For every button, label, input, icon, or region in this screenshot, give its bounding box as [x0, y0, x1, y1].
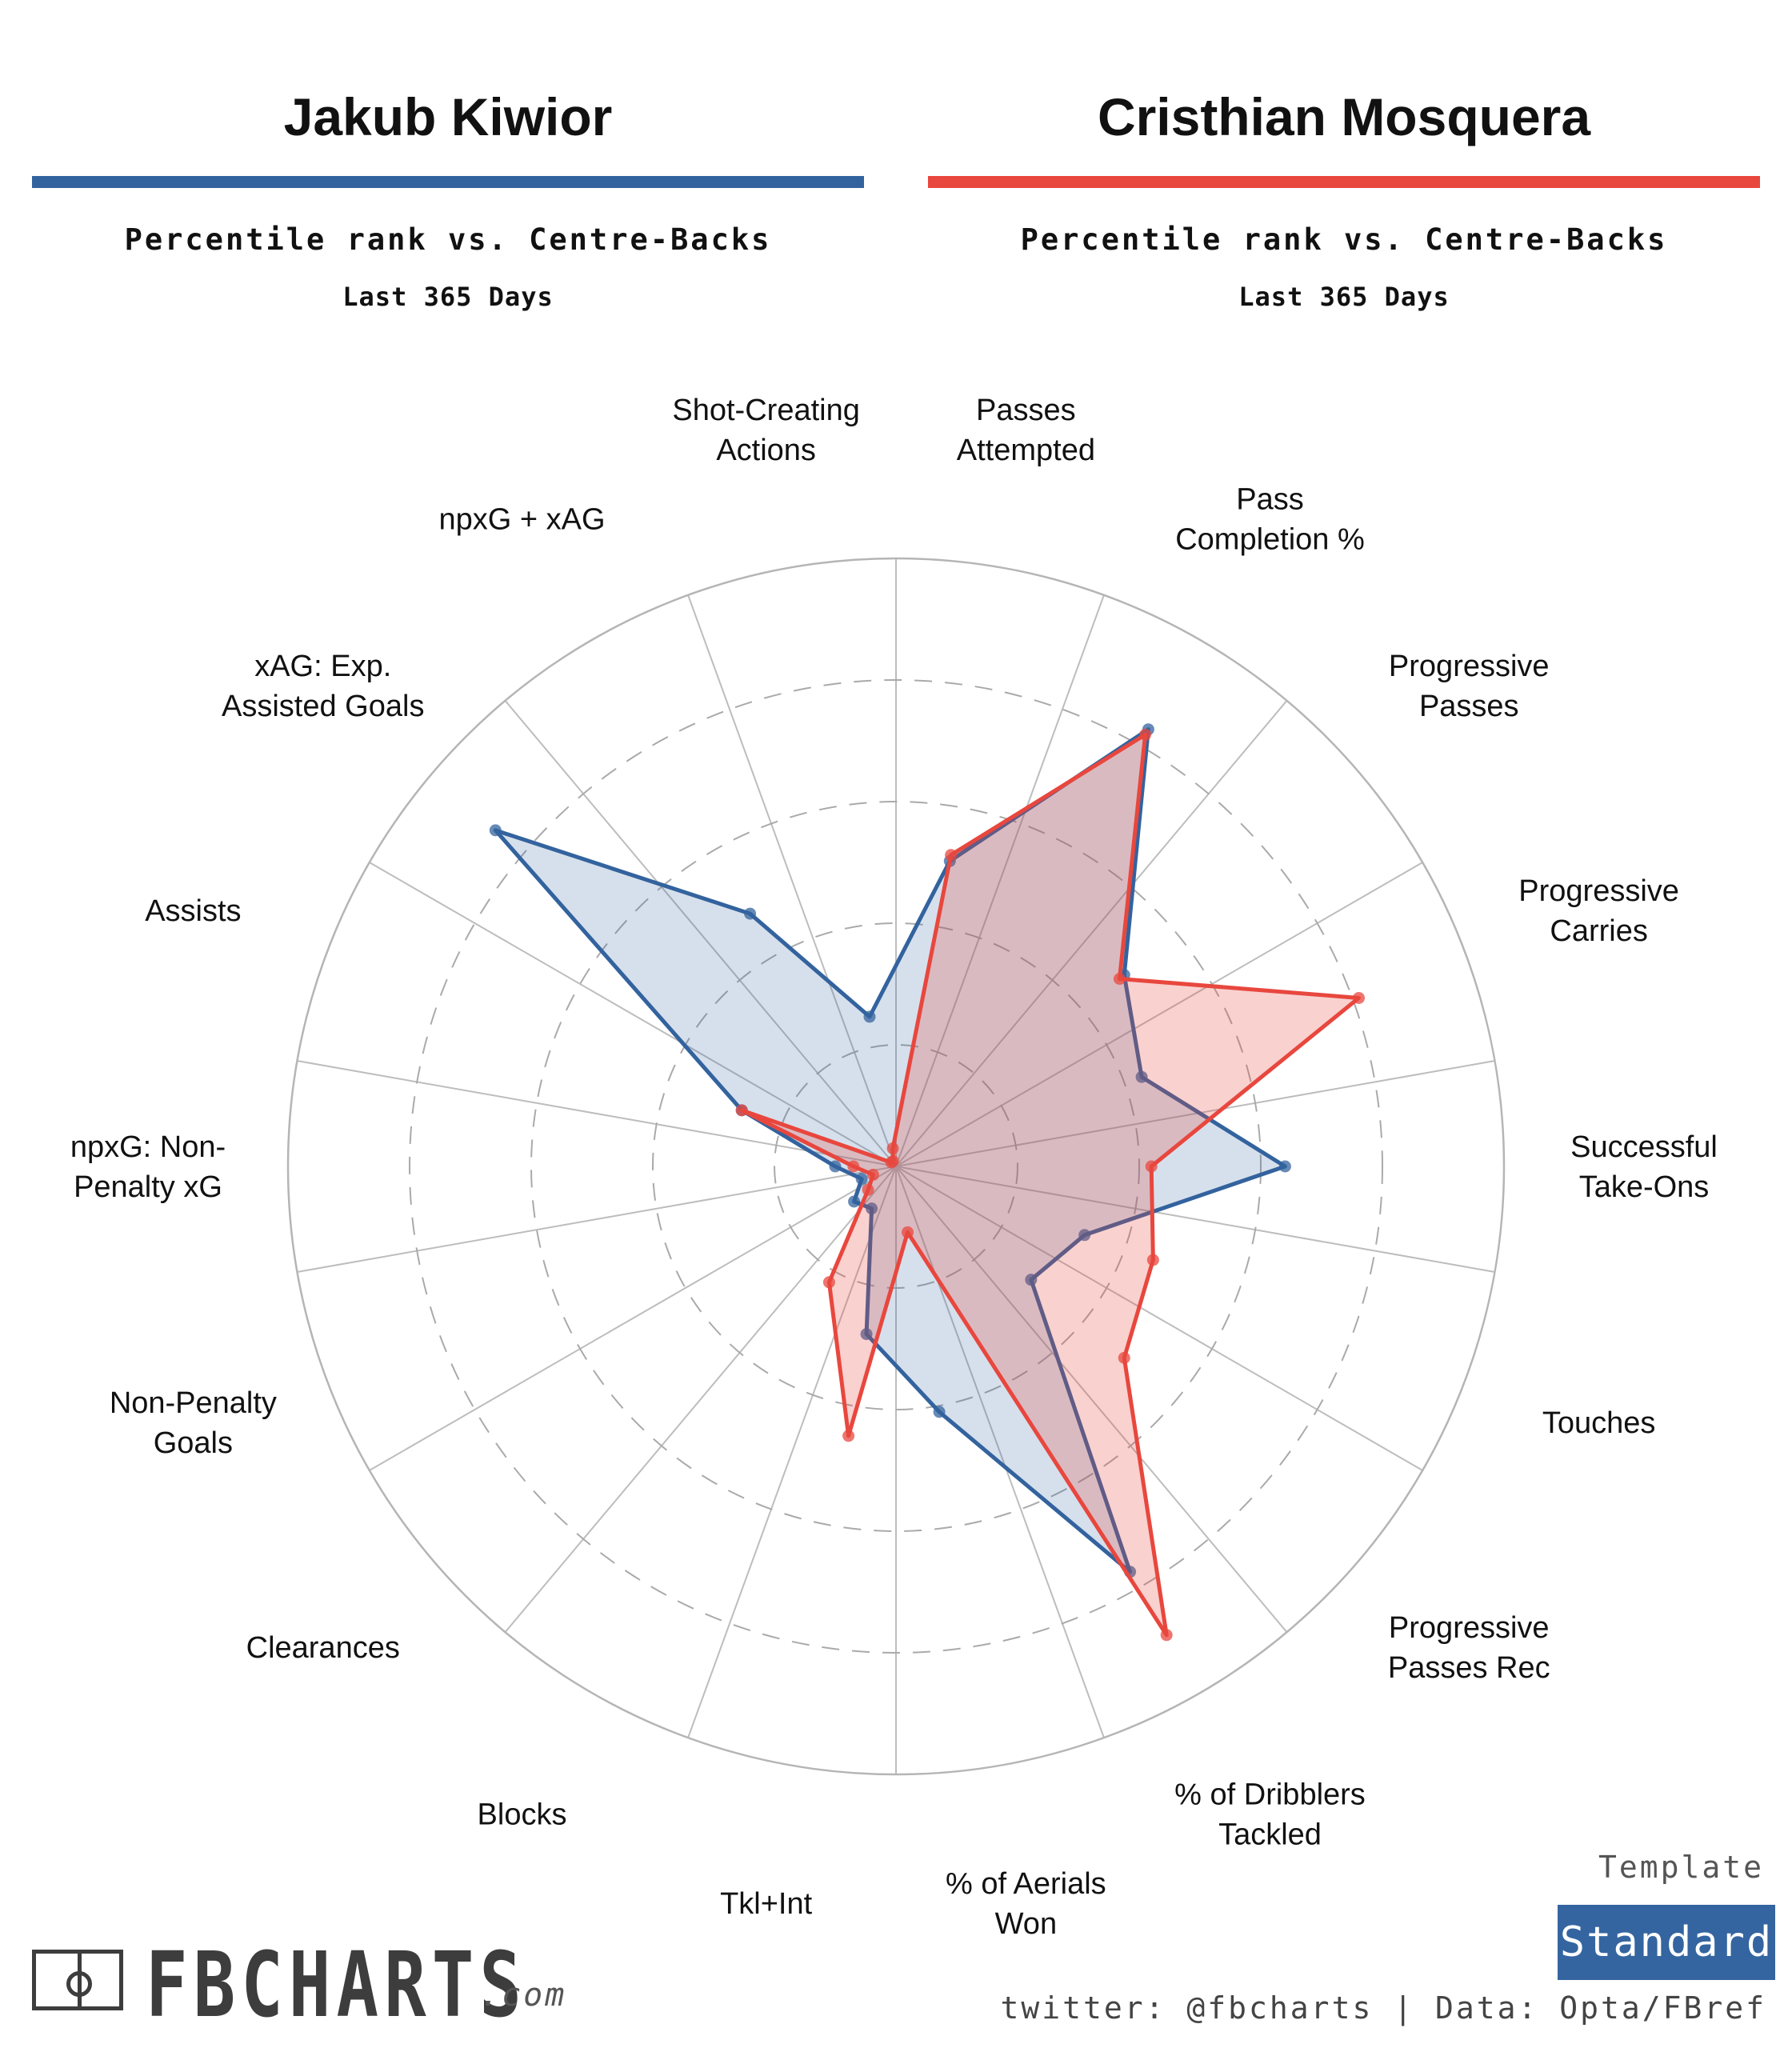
radar-spoke [504, 1166, 897, 1633]
data-point [855, 1173, 868, 1186]
data-point [902, 1226, 914, 1238]
data-point [862, 1183, 874, 1196]
radar-ring [774, 1044, 1018, 1289]
data-point [847, 1160, 860, 1173]
axis-label: xAG: Exp. Assisted Goals [222, 650, 424, 723]
data-point [829, 1160, 842, 1173]
axis-label: Progressive Carries [1518, 874, 1679, 948]
data-point [1118, 1351, 1130, 1364]
radar-spoke [895, 594, 1105, 1167]
axis-label: Progressive Passes [1389, 650, 1550, 723]
radar-spoke [687, 594, 897, 1167]
logo-suffix: .com [480, 1977, 567, 2014]
data-point [1160, 1629, 1173, 1642]
axis-label: Touches [1542, 1406, 1656, 1440]
radar-spoke [369, 862, 897, 1167]
data-point [860, 1328, 873, 1341]
data-point [863, 1010, 876, 1023]
pitch-icon [32, 1950, 123, 2010]
data-point [886, 1154, 899, 1167]
data-point [1113, 973, 1126, 986]
radar-spoke [369, 1166, 897, 1471]
radar-spoke [895, 1166, 1105, 1738]
radar-ring [409, 679, 1383, 1654]
logo-text: FBCHARTS [146, 1934, 527, 2038]
axis-label: Pass Completion % [1175, 482, 1365, 556]
axis-label: Passes Attempted [957, 394, 1095, 467]
radar-spoke [895, 862, 1423, 1167]
data-point [1145, 1160, 1158, 1173]
player-period: Last 365 Days [1238, 282, 1450, 312]
radar-spoke [504, 700, 897, 1167]
data-point [866, 1168, 879, 1181]
radar-spoke [895, 1166, 1423, 1471]
data-point [945, 849, 958, 862]
axis-label: Non-Penalty Goals [110, 1386, 277, 1460]
data-point [735, 1104, 748, 1117]
radar-spoke [297, 1060, 897, 1167]
player-subtitle: Percentile rank vs. Centre-Backs [1020, 222, 1668, 257]
axis-label: % of Dribblers Tackled [1174, 1778, 1366, 1852]
axis-label: npxG + xAG [438, 502, 605, 536]
axis-label: Tkl+Int [720, 1887, 813, 1921]
axis-label: % of Aerials Won [946, 1867, 1106, 1941]
radar-spoke [895, 700, 1288, 1167]
data-point [866, 1202, 878, 1215]
radar-spoke [687, 1166, 897, 1738]
axis-label: Successful Take-Ons [1570, 1130, 1718, 1204]
axis-label: Clearances [246, 1631, 400, 1665]
player-color-bar [32, 176, 864, 188]
data-point [1278, 1160, 1291, 1173]
radar-ring [530, 801, 1262, 1532]
data-point [822, 1276, 835, 1289]
radar-spoke [297, 1166, 897, 1273]
radar-spoke [895, 1166, 1288, 1633]
player-name: Jakub Kiwior [283, 87, 613, 146]
data-point [1078, 1229, 1091, 1242]
player-period: Last 365 Days [342, 282, 554, 312]
data-point [1139, 728, 1152, 741]
data-point [1025, 1274, 1038, 1286]
radar-ring [652, 922, 1140, 1410]
data-point [886, 1142, 899, 1155]
player-subtitle: Percentile rank vs. Centre-Backs [124, 222, 772, 257]
axis-label: Progressive Passes Rec [1388, 1611, 1550, 1685]
fbcharts-logo: FBCHARTS .com [32, 1934, 592, 2038]
data-point [1352, 991, 1365, 1004]
data-point [933, 1406, 946, 1418]
data-point [1135, 1070, 1148, 1083]
radar-spoke [895, 1060, 1495, 1167]
axis-label: npxG: Non-Penalty xG [70, 1130, 226, 1204]
radar-outer-ring [286, 557, 1506, 1776]
data-point [848, 1195, 861, 1208]
template-label: Template [1598, 1850, 1764, 1885]
radar-spoke [895, 1166, 1495, 1273]
credits: twitter: @fbcharts | Data: Opta/FBref [1000, 1990, 1766, 2026]
data-point [842, 1430, 855, 1442]
data-point [489, 824, 502, 837]
axis-label: Shot-Creating Actions [672, 394, 859, 467]
player-name: Cristhian Mosquera [1097, 87, 1591, 146]
player-color-bar [928, 176, 1760, 188]
data-point [1146, 1254, 1159, 1266]
axis-label: Assists [145, 894, 241, 928]
template-badge: Standard [1558, 1905, 1775, 1980]
axis-label: Blocks [478, 1798, 567, 1832]
data-point [744, 907, 757, 920]
